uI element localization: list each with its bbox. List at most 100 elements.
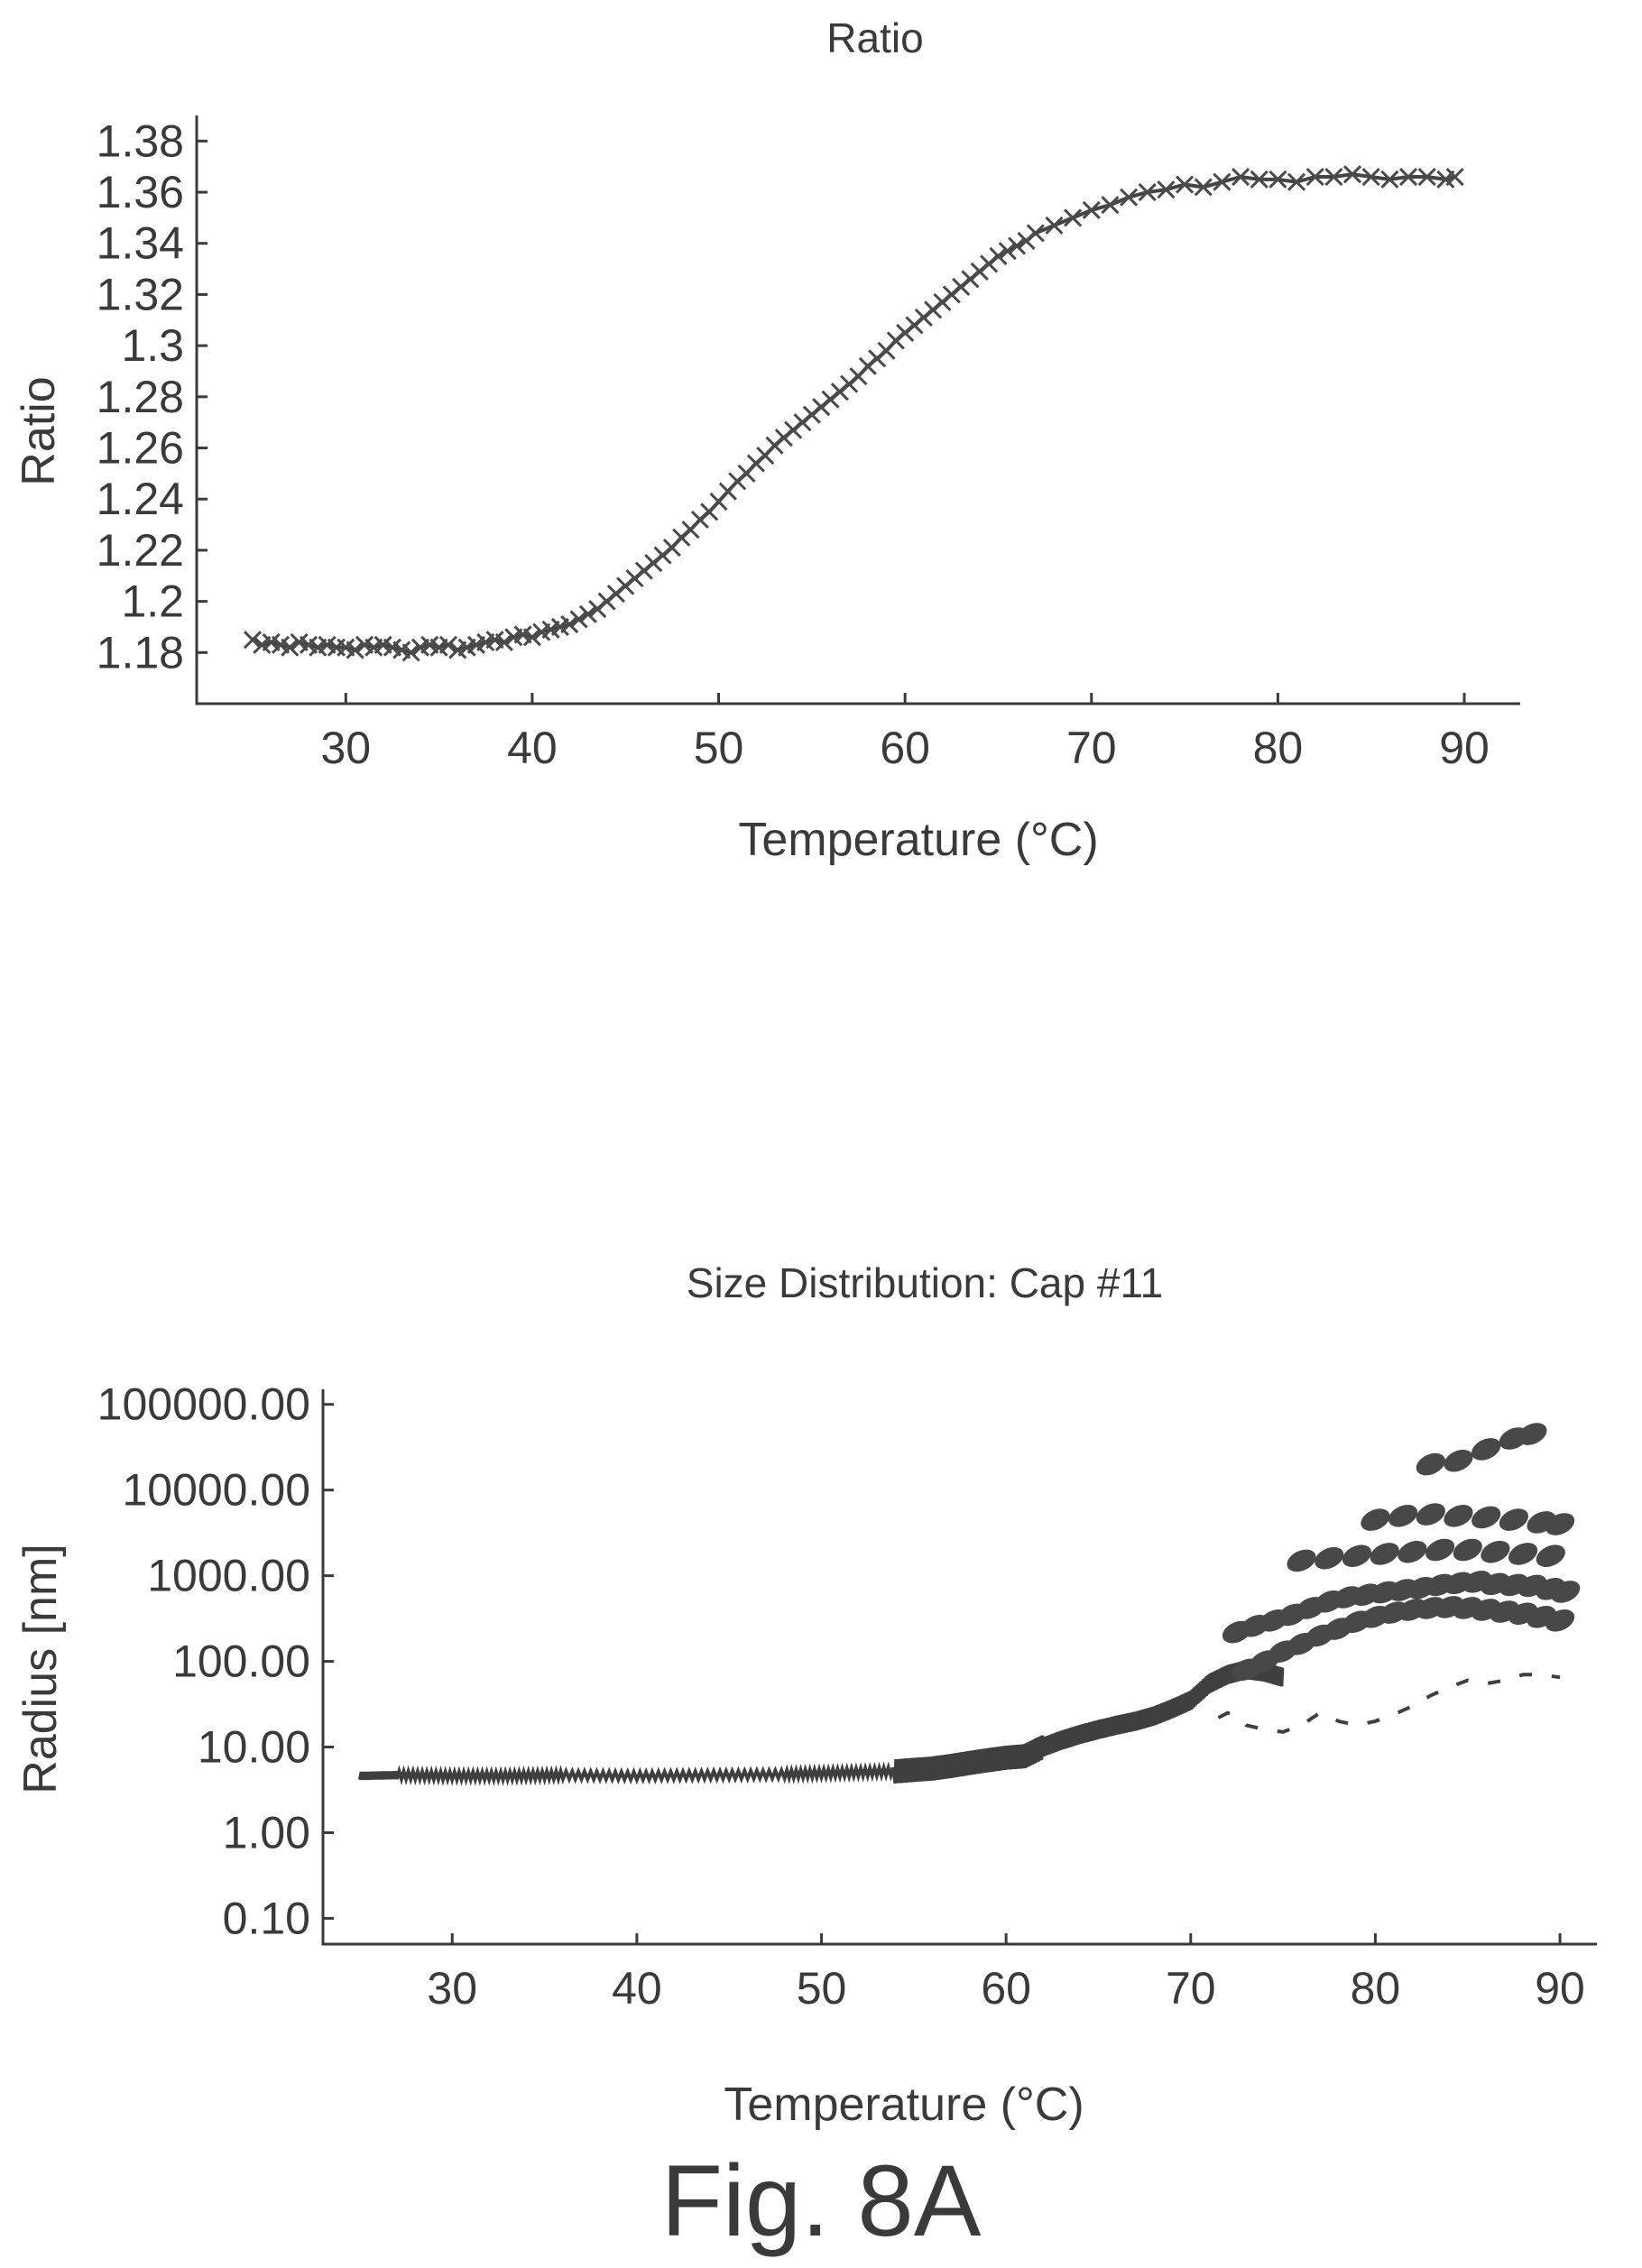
size-aggregate-peak — [1416, 1452, 1445, 1476]
ratio-data-point — [1232, 167, 1250, 187]
ratio-x-tick-label: 60 — [880, 723, 930, 773]
size-x-tick-label: 50 — [797, 1963, 847, 2014]
ratio-data-point — [346, 641, 364, 659]
ratio-chart: Ratio 30 40 50 60 70 80 901.181.21.221.241.261… — [13, 14, 1520, 866]
size-aggregate-peak — [1508, 1543, 1538, 1565]
ratio-data-point — [1398, 167, 1418, 187]
ratio-x-tick-label: 80 — [1253, 723, 1304, 773]
size-y-tick-label: 10000.00 — [122, 1465, 310, 1516]
size-y-tick-label: 100000.00 — [97, 1379, 310, 1430]
figure-caption: Fig. 8A — [661, 2144, 982, 2257]
ratio-data-points — [243, 165, 1464, 662]
size-chart-title: Size Distribution: Cap #11 — [687, 1259, 1163, 1306]
ratio-fit-line — [252, 172, 1456, 655]
size-y-tick-label: 10.00 — [198, 1722, 310, 1773]
ratio-data-point — [1064, 208, 1083, 227]
ratio-y-tick-label: 1.18 — [97, 627, 184, 678]
ratio-data-point — [522, 628, 541, 647]
size-series-low-peak — [1217, 1673, 1561, 1734]
ratio-data-point — [1194, 178, 1213, 197]
size-aggregate-peak — [1287, 1549, 1316, 1572]
ratio-chart-xlabel: Temperature (°C) — [738, 814, 1098, 866]
ratio-data-point — [1305, 167, 1324, 187]
ratio-data-point — [989, 246, 1008, 265]
ratio-data-point — [1287, 172, 1306, 191]
size-x-tick-label: 90 — [1535, 1963, 1585, 2014]
ratio-y-tick-label: 1.2 — [121, 576, 184, 627]
ratio-y-tick-label: 1.26 — [97, 423, 184, 474]
size-y-tick-label: 0.10 — [223, 1893, 310, 1943]
size-series-main-trace — [357, 1660, 1285, 1786]
ratio-series-line — [252, 172, 1456, 655]
size-aggregate-peak — [1517, 1423, 1547, 1445]
size-aggregate-peak — [1536, 1544, 1565, 1567]
size-chart-data — [357, 1423, 1581, 1786]
ratio-y-tick-label: 1.22 — [97, 525, 184, 576]
size-aggregate-peak — [1425, 1538, 1455, 1562]
ratio-data-point — [1342, 165, 1362, 184]
size-aggregate-peak — [1444, 1505, 1473, 1527]
size-y-tick-label: 1000.00 — [147, 1551, 310, 1601]
ratio-data-point — [1026, 224, 1045, 243]
ratio-x-tick-label: 40 — [507, 723, 558, 773]
size-y-tick-label: 1.00 — [223, 1807, 310, 1858]
size-aggregate-peak — [1315, 1546, 1344, 1570]
ratio-y-tick-label: 1.34 — [97, 218, 184, 269]
ratio-chart-ylabel: Ratio — [13, 376, 65, 485]
ratio-data-point — [1176, 175, 1195, 194]
ratio-x-tick-label: 30 — [320, 723, 371, 773]
size-chart-axes: 30 40 50 60 70 80 90 0.10 1.00 10.00 100.00 1000.00… — [97, 1379, 1597, 2014]
size-x-tick-label: 60 — [981, 1963, 1031, 2014]
size-aggregate-peak — [1453, 1538, 1482, 1562]
ratio-data-point — [1045, 216, 1064, 235]
ratio-data-point — [1138, 182, 1157, 202]
size-aggregate-peak — [1342, 1544, 1372, 1567]
ratio-x-tick-label: 50 — [694, 723, 744, 773]
ratio-y-tick-label: 1.36 — [97, 167, 184, 217]
size-y-tick-label: 100.00 — [172, 1636, 310, 1687]
size-aggregate-peak — [1444, 1449, 1473, 1472]
size-x-tick-label: 40 — [612, 1963, 662, 2014]
ratio-data-point — [1101, 196, 1120, 215]
ratio-y-tick-label: 1.32 — [97, 269, 184, 319]
size-aggregate-peak — [1416, 1503, 1445, 1526]
ratio-x-tick-label: 70 — [1066, 723, 1117, 773]
size-axis-lines — [321, 1389, 1597, 1946]
ratio-chart-title: Ratio — [826, 14, 923, 61]
size-aggregate-peak — [1471, 1506, 1501, 1529]
size-chart-ylabel: Radius [nm] — [14, 1544, 67, 1793]
ratio-data-point — [1120, 188, 1139, 207]
size-aggregate-peak — [1388, 1505, 1418, 1527]
ratio-axis-lines — [195, 115, 1520, 705]
ratio-data-point — [560, 615, 579, 634]
size-aggregate-peak — [1545, 1513, 1575, 1535]
size-distribution-chart: Size Distribution: Cap #11 30 40 50 60 70 80 9… — [14, 1259, 1597, 2131]
ratio-data-point — [1361, 167, 1380, 187]
ratio-data-point — [1008, 236, 1027, 255]
ratio-data-point — [1213, 172, 1232, 191]
ratio-x-tick-label: 90 — [1439, 723, 1490, 773]
size-aggregate-peak — [1499, 1508, 1528, 1531]
ratio-data-point — [1250, 170, 1268, 189]
size-aggregate-peak — [1370, 1543, 1399, 1565]
size-aggregate-peak — [1545, 1609, 1575, 1632]
ratio-data-point — [578, 604, 597, 623]
ratio-data-point — [1157, 180, 1176, 199]
ratio-y-tick-label: 1.3 — [121, 320, 184, 371]
ratio-data-point — [1380, 170, 1399, 189]
ratio-y-tick-label: 1.28 — [97, 372, 184, 422]
size-x-tick-label: 70 — [1166, 1963, 1216, 2014]
ratio-data-point — [1445, 167, 1464, 187]
size-x-tick-label: 30 — [427, 1963, 477, 2014]
size-aggregate-peak — [1361, 1508, 1390, 1531]
ratio-data-point — [281, 638, 300, 657]
size-x-tick-label: 80 — [1351, 1963, 1401, 2014]
ratio-y-tick-label: 1.24 — [97, 474, 184, 524]
ratio-data-point — [494, 632, 513, 652]
size-aggregate-peak — [1481, 1540, 1510, 1563]
ratio-data-point — [1417, 167, 1436, 187]
size-chart-xlabel: Temperature (°C) — [724, 2079, 1084, 2131]
size-aggregate-peak — [1471, 1438, 1501, 1461]
ratio-data-point — [1268, 170, 1287, 189]
